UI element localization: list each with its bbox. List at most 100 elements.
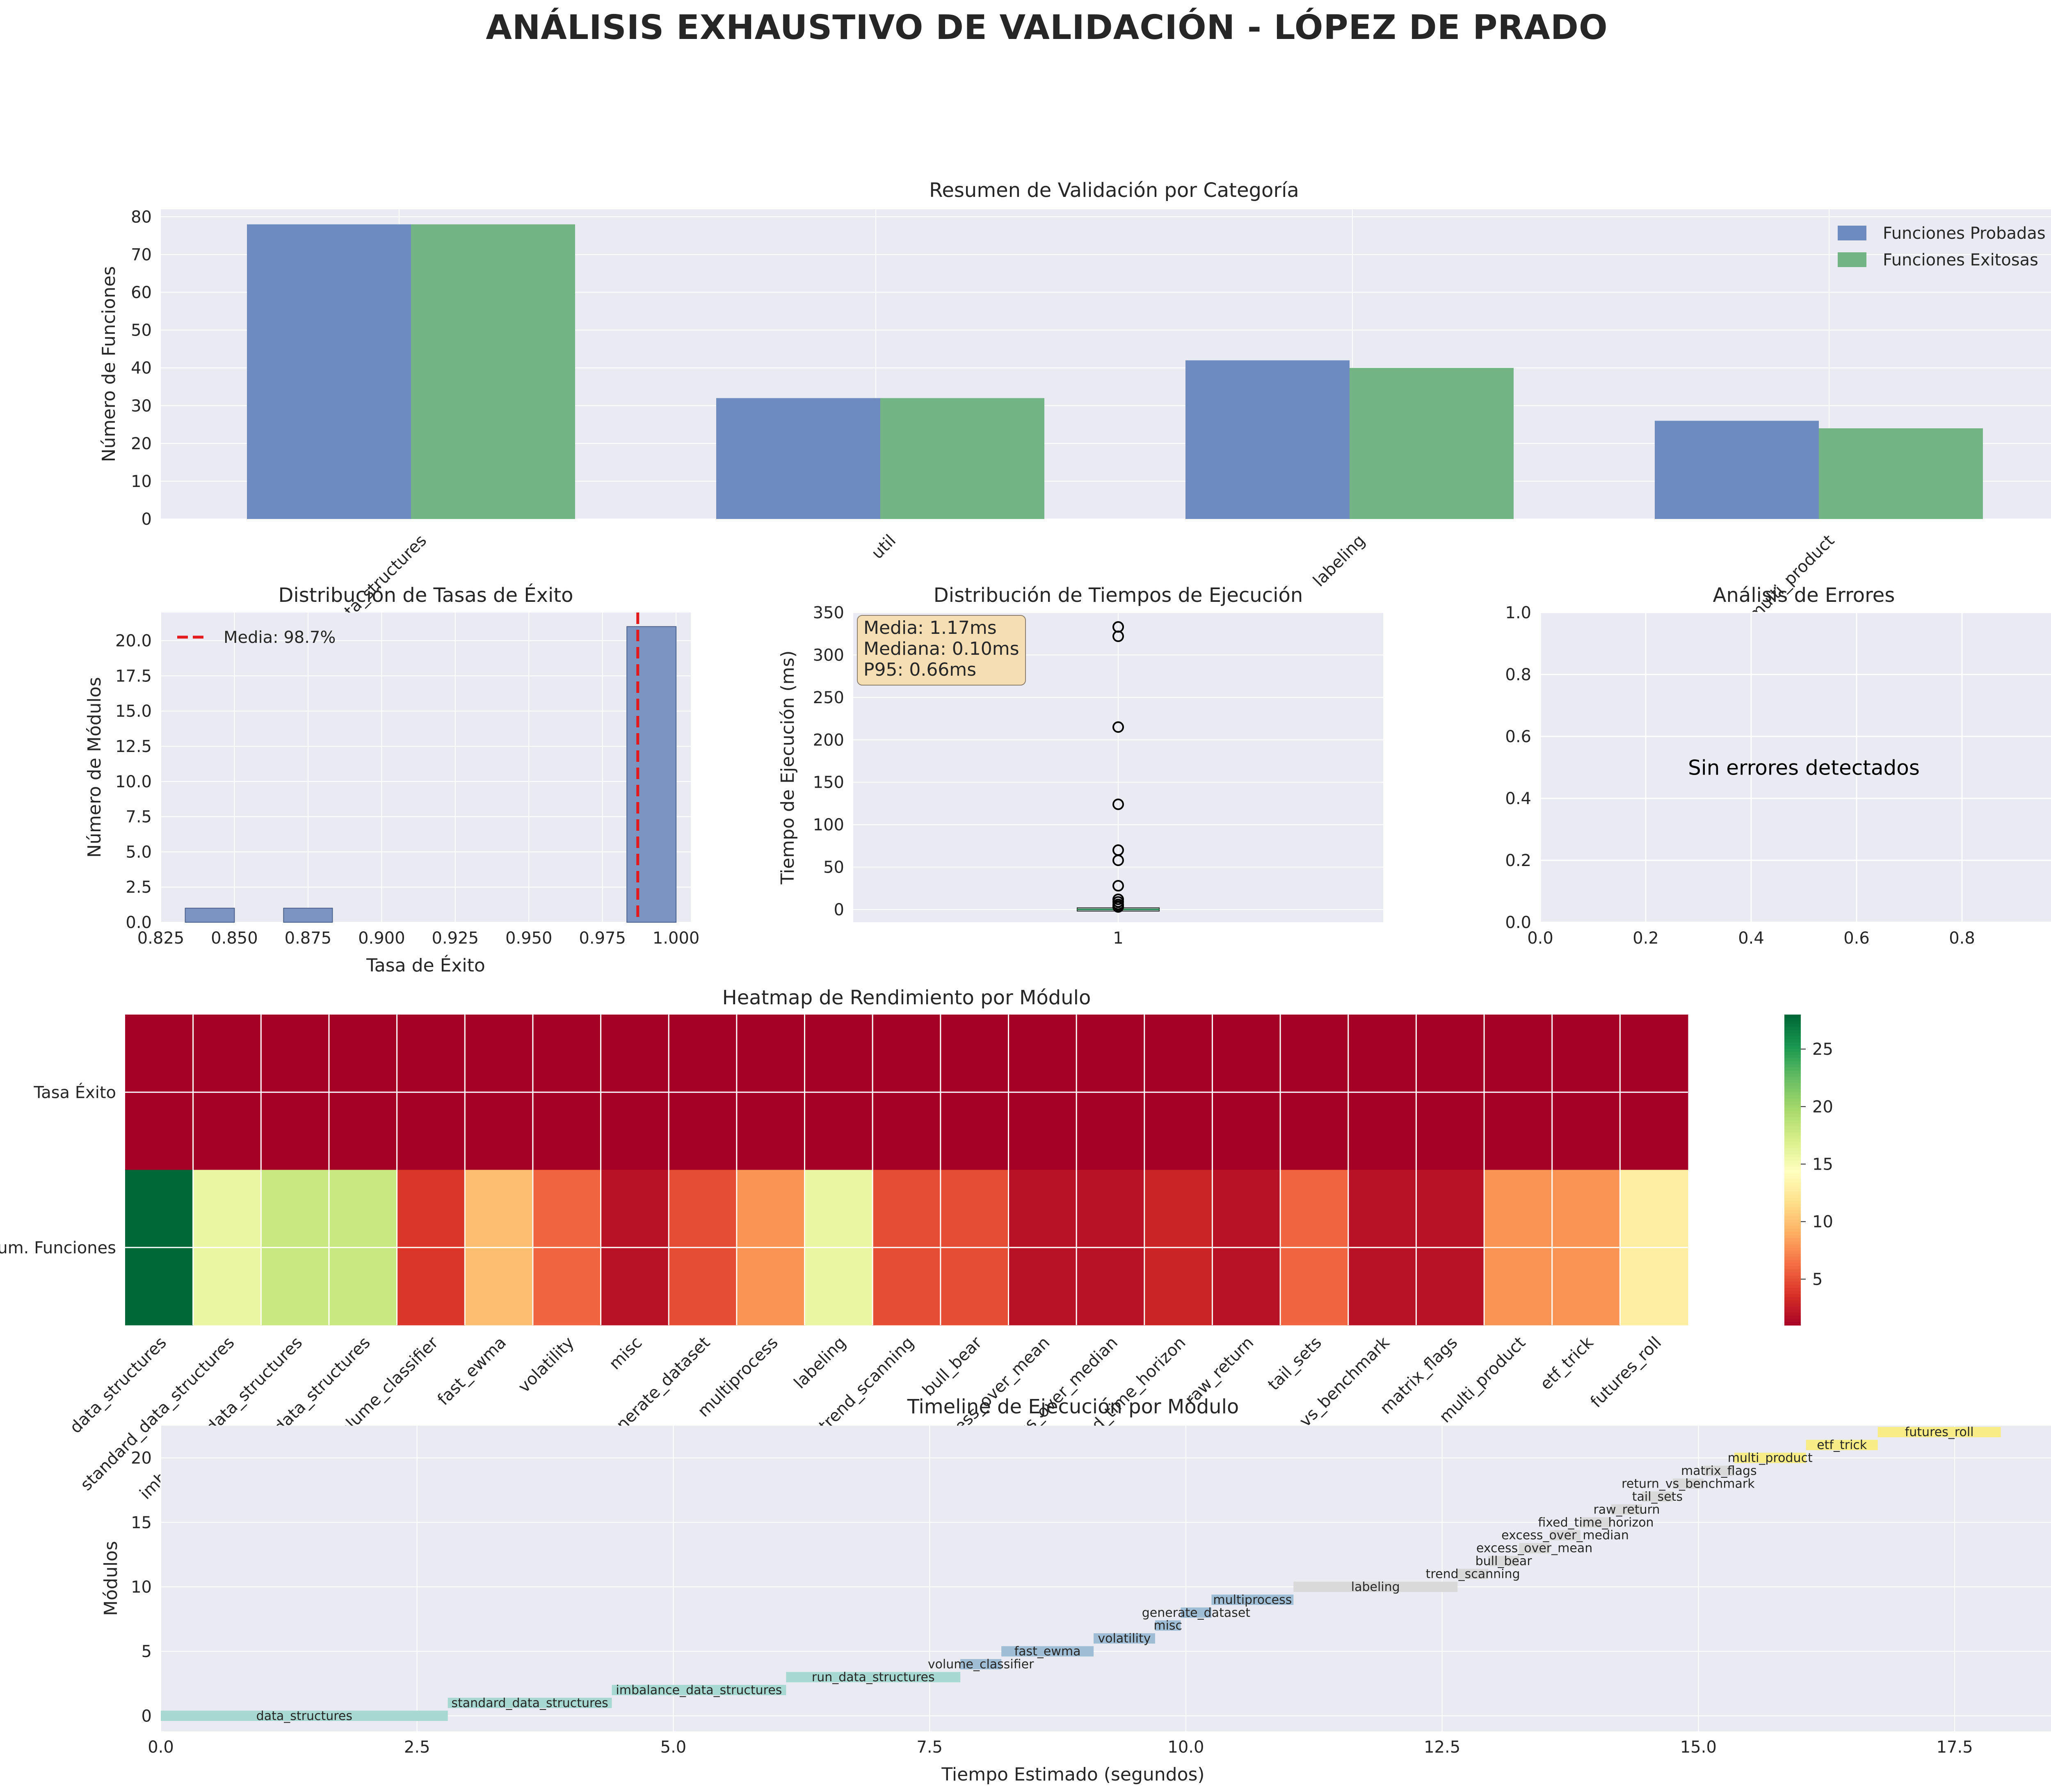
summary-xtick-label: multi_product xyxy=(1745,531,1838,625)
colorbar-segment xyxy=(1784,1166,1801,1170)
timeline-bar-label: volume_classifier xyxy=(928,1657,1034,1672)
summary-bar xyxy=(880,398,1044,519)
timeline-xtick-label: 12.5 xyxy=(1424,1738,1460,1757)
errors-ytick-label: 1.0 xyxy=(1505,603,1531,622)
colorbar-tick-label: 15 xyxy=(1812,1155,1833,1174)
timeline-bar xyxy=(1877,1427,2001,1438)
colorbar-segment xyxy=(1784,1182,1801,1186)
colorbar-segment xyxy=(1784,1216,1801,1220)
timeline-bar-label: etf_trick xyxy=(1817,1438,1867,1452)
box-outlier-point xyxy=(1112,630,1124,642)
hist-ylabel: Número de Módulos xyxy=(84,677,105,858)
colorbar-segment xyxy=(1784,1108,1801,1111)
timeline-bar-label: data_structures xyxy=(256,1709,352,1723)
colorbar-segment xyxy=(1784,1272,1801,1276)
timeline-bar-label: labeling xyxy=(1351,1580,1400,1594)
colorbar-segment xyxy=(1784,1114,1801,1118)
summary-ytick-label: 20 xyxy=(131,434,152,453)
timeline-bar xyxy=(1550,1530,1581,1541)
colorbar-segment xyxy=(1784,1210,1801,1214)
stats-box-line: Media: 1.17ms xyxy=(863,617,997,638)
colorbar-segment xyxy=(1784,1104,1801,1109)
colorbar-segment xyxy=(1784,1195,1801,1198)
box-title: Distribución de Tiempos de Ejecución xyxy=(934,584,1303,607)
timeline-xtick-label: 5.0 xyxy=(660,1738,687,1757)
hist-ytick-label: 5.0 xyxy=(126,843,152,862)
colorbar-segment xyxy=(1784,1030,1801,1034)
timeline-ytick-label: 5 xyxy=(142,1642,152,1661)
timeline-bar xyxy=(1181,1607,1212,1618)
colorbar-tick-label: 5 xyxy=(1812,1270,1823,1289)
colorbar-segment xyxy=(1784,1241,1801,1245)
timeline-ytick-label: 10 xyxy=(131,1578,152,1597)
colorbar-segment xyxy=(1784,1244,1801,1248)
colorbar-segment xyxy=(1784,1306,1801,1310)
hist-ytick-label: 15.0 xyxy=(115,702,152,721)
heatmap-col-label: tail_sets xyxy=(1264,1333,1325,1394)
box-ytick-label: 150 xyxy=(813,773,844,792)
colorbar-segment xyxy=(1784,1145,1801,1149)
box-ytick-label: 250 xyxy=(813,688,844,707)
colorbar-segment xyxy=(1784,1250,1801,1254)
box-ytick-label: 350 xyxy=(813,603,844,622)
colorbar-segment xyxy=(1784,1213,1801,1217)
errors-xtick-label: 0.0 xyxy=(1527,929,1553,948)
colorbar-segment xyxy=(1784,1126,1801,1130)
hist-xtick-label: 0.850 xyxy=(211,929,258,948)
colorbar-segment xyxy=(1784,1101,1801,1105)
colorbar-segment xyxy=(1784,1278,1801,1282)
colorbar-segment xyxy=(1784,1098,1801,1102)
heatmap-title: Heatmap de Rendimiento por Módulo xyxy=(722,986,1091,1009)
hist-xtick-label: 0.950 xyxy=(505,929,553,948)
box-ytick-label: 200 xyxy=(813,731,844,750)
heatmap-row-label: Tasa Éxito xyxy=(33,1082,116,1102)
summary-ylabel: Número de Funciones xyxy=(98,266,119,462)
colorbar-segment xyxy=(1784,1067,1801,1071)
legend-swatch xyxy=(1838,252,1866,267)
timeline-bar-label: fast_ewma xyxy=(1014,1644,1081,1659)
colorbar-segment xyxy=(1784,1173,1801,1177)
timeline-bar xyxy=(1806,1440,1878,1450)
hist-ytick-label: 0.0 xyxy=(126,913,152,932)
hist-xtick-label: 0.875 xyxy=(285,929,332,948)
colorbar-segment xyxy=(1784,1266,1801,1270)
hist-xtick-label: 0.925 xyxy=(432,929,479,948)
hist-plot-area xyxy=(161,613,691,922)
hist-legend-label: Media: 98.7% xyxy=(224,628,336,647)
summary-xtick-label: util xyxy=(868,531,900,563)
colorbar-segment xyxy=(1784,1039,1801,1043)
colorbar-segment xyxy=(1784,1232,1801,1236)
summary-ytick-label: 50 xyxy=(131,321,152,340)
box-xtick-label: 1 xyxy=(1113,929,1123,948)
timeline-bar-label: matrix_flags xyxy=(1681,1464,1757,1478)
hist-bar xyxy=(185,907,235,923)
stats-box-line: Mediana: 0.10ms xyxy=(863,638,1019,659)
heatmap-col-label: fast_ewma xyxy=(434,1333,510,1409)
colorbar-segment xyxy=(1784,1083,1801,1087)
colorbar-segment xyxy=(1784,1275,1801,1279)
heatmap-col-label: volatility xyxy=(515,1333,578,1397)
timeline-bar-label: imbalance_data_structures xyxy=(616,1683,782,1697)
colorbar-segment xyxy=(1784,1191,1801,1195)
timeline-bar-label: trend_scanning xyxy=(1426,1567,1520,1581)
errors-ytick-label: 0.6 xyxy=(1505,727,1531,746)
errors-ytick-label: 0.8 xyxy=(1505,665,1531,684)
colorbar-segment xyxy=(1784,1253,1801,1257)
summary-bar xyxy=(1185,360,1350,519)
timeline-bar xyxy=(1155,1620,1181,1631)
colorbar-segment xyxy=(1784,1055,1801,1058)
timeline-bar xyxy=(1581,1517,1611,1528)
timeline-xtick-label: 17.5 xyxy=(1937,1738,1973,1757)
timeline-bar-label: futures_roll xyxy=(1905,1425,1974,1440)
hist-title: Distribución de Tasas de Éxito xyxy=(278,583,573,607)
colorbar-segment xyxy=(1784,1223,1801,1226)
colorbar-segment xyxy=(1784,1201,1801,1205)
colorbar-segment xyxy=(1784,1163,1801,1167)
colorbar-segment xyxy=(1784,1257,1801,1261)
timeline-bar-label: excess_over_median xyxy=(1501,1528,1629,1543)
box-ytick-label: 50 xyxy=(823,858,844,877)
timeline-bar-label: standard_data_structures xyxy=(451,1696,608,1710)
timeline-bar-label: multi_product xyxy=(1728,1451,1813,1465)
summary-bar xyxy=(1350,368,1514,519)
colorbar-segment xyxy=(1784,1036,1801,1040)
